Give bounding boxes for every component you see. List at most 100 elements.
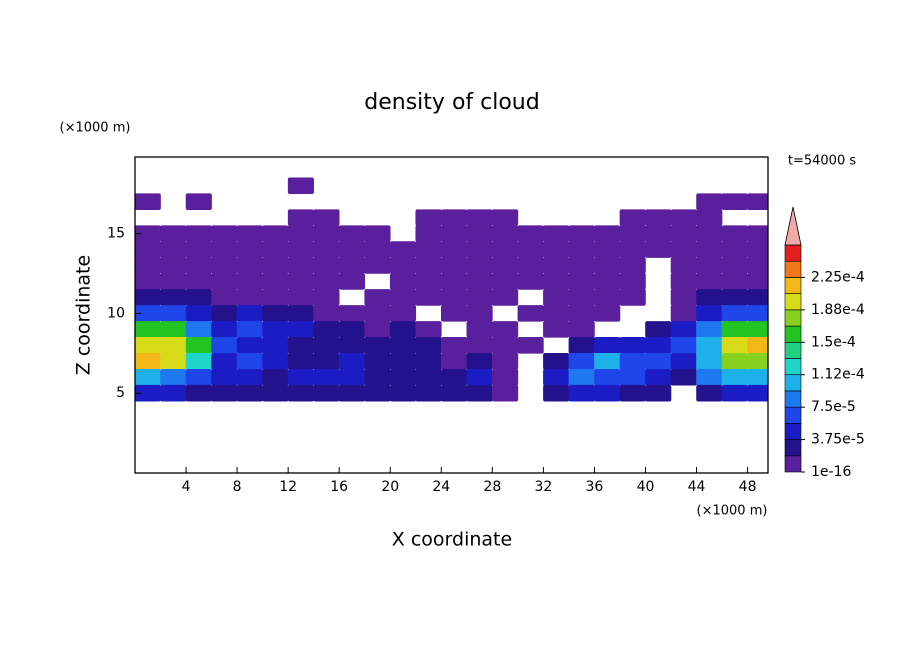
contour-cell [594,241,621,258]
colorbar-band [784,455,802,473]
contour-cell [645,241,672,258]
contour-cell [517,257,544,274]
contour-cell [670,305,697,322]
contour-cell [721,289,748,306]
contour-cell [262,241,289,258]
x-tick-label: 40 [637,479,655,495]
contour-cell [721,321,748,338]
contour-cell [338,353,366,370]
contour-cell [670,353,697,370]
colorbar-tick-label: 1.5e-4 [811,334,856,350]
contour-cell [135,289,161,306]
contour-cell [747,273,768,290]
contour-cell [619,241,646,258]
contour-cell [440,289,468,306]
contour-cell [135,193,161,210]
contour-cell [287,289,314,306]
colorbar-band [784,423,802,440]
contour-cell [543,241,570,258]
contour-cell [160,368,187,386]
contour-cell [364,384,391,402]
contour-cell [466,289,493,306]
contour-cell [670,368,697,386]
x-tick-label: 28 [483,479,501,495]
contour-cell [747,337,768,354]
contour-cell [594,225,621,242]
contour-cell [287,177,314,195]
contour-cell [415,273,442,290]
contour-cell [492,368,519,386]
colorbar-band [784,260,802,278]
contour-cell [619,353,646,370]
colorbar-band [784,406,802,424]
contour-cell [211,353,238,370]
contour-cell [211,289,238,306]
contour-cell [721,193,748,210]
contour-cell [492,289,519,306]
contour-cell [389,241,417,258]
contour-cell [543,368,570,386]
contour-cell [619,257,646,274]
contour-cell [364,321,391,338]
contour-field [135,177,768,402]
contour-cell [568,305,595,322]
contour-cell [185,384,212,402]
contour-cell [670,257,697,274]
contour-cell [543,384,570,402]
contour-cell [747,289,768,306]
contour-cell [160,273,187,290]
contour-cell [389,305,417,322]
colorbar-tick-label: 1e-16 [811,464,851,480]
contour-cell [262,273,289,290]
contour-cell [568,257,595,274]
contour-cell [696,337,723,354]
contour-cell [135,273,161,290]
contour-cell [185,305,212,322]
contour-cell [287,225,314,242]
colorbar-band [784,325,802,343]
x-tick-label: 20 [381,479,399,495]
contour-cell [211,305,238,322]
contour-cell [160,225,187,242]
contour-cell [696,257,723,274]
contour-cell [466,321,493,338]
contour-cell [287,321,314,338]
contour-cell [670,289,697,306]
contour-cell [619,225,646,242]
contour-cell [262,321,289,338]
contour-cell [364,337,391,354]
x-unit-label: (×1000 m) [697,504,768,519]
contour-cell [262,257,289,274]
contour-cell [721,273,748,290]
contour-cell [670,209,697,226]
contour-cell [619,209,646,226]
contour-cell [466,273,493,290]
contour-cell [185,257,212,274]
contour-cell [313,257,340,274]
time-annotation: t=54000 s [788,154,856,169]
contour-cell [594,368,621,386]
contour-cell [747,321,768,338]
contour-cell [619,384,646,402]
contour-cell [619,368,646,386]
contour-cell [135,241,161,258]
contour-cell [440,225,468,242]
contour-cell [466,384,493,402]
contour-cell [135,257,161,274]
contour-cell [185,225,212,242]
contour-cell [338,384,366,402]
contour-cell [262,384,289,402]
y-tick-label: 15 [107,226,125,242]
contour-cell [440,209,468,226]
contour-cell [160,321,187,338]
contour-cell [466,209,493,226]
contour-cell [747,368,768,386]
contour-cell [236,337,263,354]
contour-cell [645,209,672,226]
x-tick-label: 24 [432,479,450,495]
contour-cell [160,241,187,258]
contour-cell [670,273,697,290]
contour-cell [389,321,417,338]
contour-cell [236,241,263,258]
